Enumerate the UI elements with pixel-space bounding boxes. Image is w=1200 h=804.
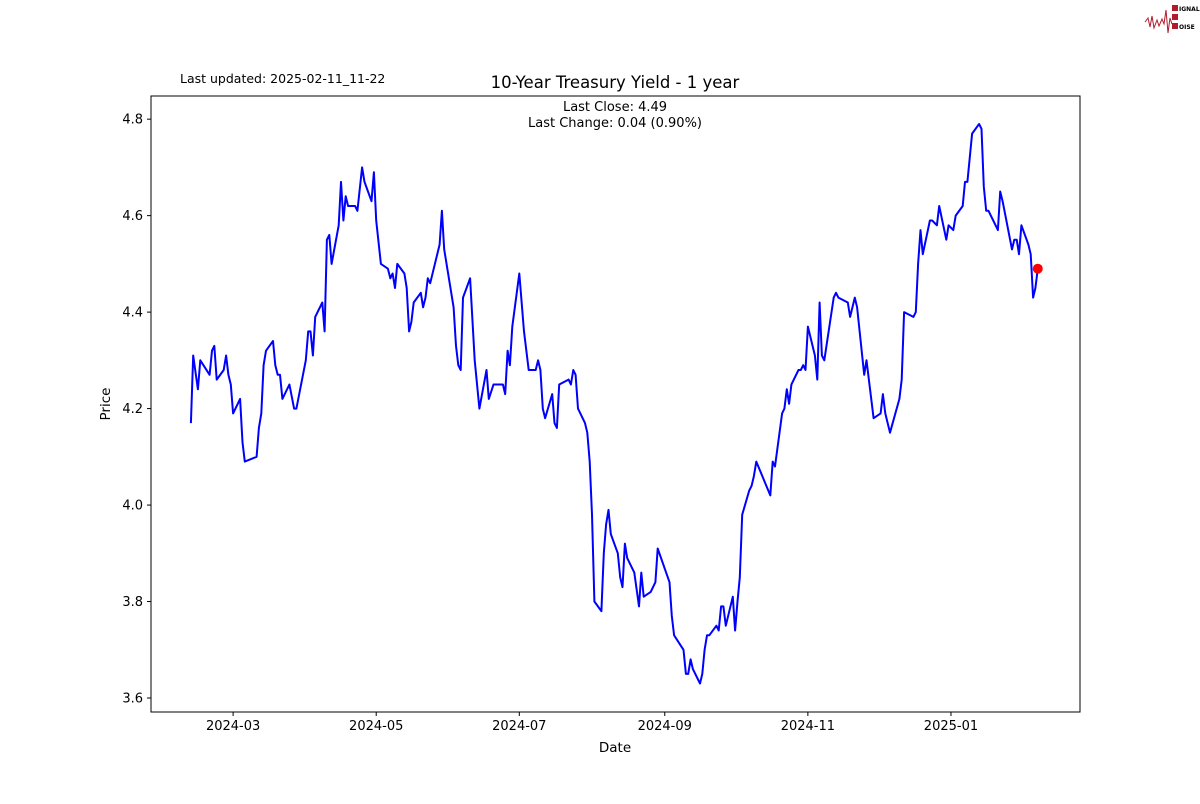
logo-box-s — [1172, 5, 1178, 11]
y-tick-label: 3.6 — [122, 692, 143, 707]
y-tick-label: 4.2 — [122, 402, 143, 417]
y-tick-label: 4.6 — [122, 209, 143, 224]
x-tick-label: 2024-11 — [781, 719, 835, 734]
y-axis-label: Price — [98, 388, 114, 421]
x-tick-label: 2024-03 — [206, 719, 260, 734]
y-tick-label: 4.8 — [122, 113, 143, 128]
last-updated: Last updated: 2025-02-11_11-22 — [180, 71, 385, 86]
logo-waveform — [1144, 9, 1173, 34]
logo-box-2 — [1172, 14, 1178, 20]
logo-box-n — [1172, 23, 1178, 29]
signal-2-noise-logo: IGNAL OISE — [1144, 5, 1200, 34]
y-tick-label: 4.4 — [122, 306, 143, 321]
logo-text-noise: OISE — [1179, 24, 1195, 31]
x-tick-label: 2025-01 — [924, 719, 978, 734]
yield-series-line — [189, 123, 1039, 685]
axis-ticks: 2024-03 2024-05 2024-07 2024-09 2024-11 2025-… — [122, 113, 978, 734]
x-tick-label: 2024-05 — [349, 719, 403, 734]
logo-text-signal: IGNAL — [1179, 6, 1200, 13]
y-tick-label: 4.0 — [122, 499, 143, 514]
y-tick-label: 3.8 — [122, 595, 143, 610]
plot-frame — [150, 95, 1081, 713]
x-axis-label: Date — [599, 740, 631, 756]
x-tick-label: 2024-07 — [492, 719, 546, 734]
x-tick-label: 2024-09 — [638, 719, 692, 734]
chart-title: 10-Year Treasury Yield - 1 year — [491, 73, 740, 92]
last-close-annotation: Last Close: 4.49 — [563, 100, 667, 115]
last-change-annotation: Last Change: 0.04 (0.90%) — [528, 116, 702, 131]
last-close-marker — [1032, 263, 1043, 274]
